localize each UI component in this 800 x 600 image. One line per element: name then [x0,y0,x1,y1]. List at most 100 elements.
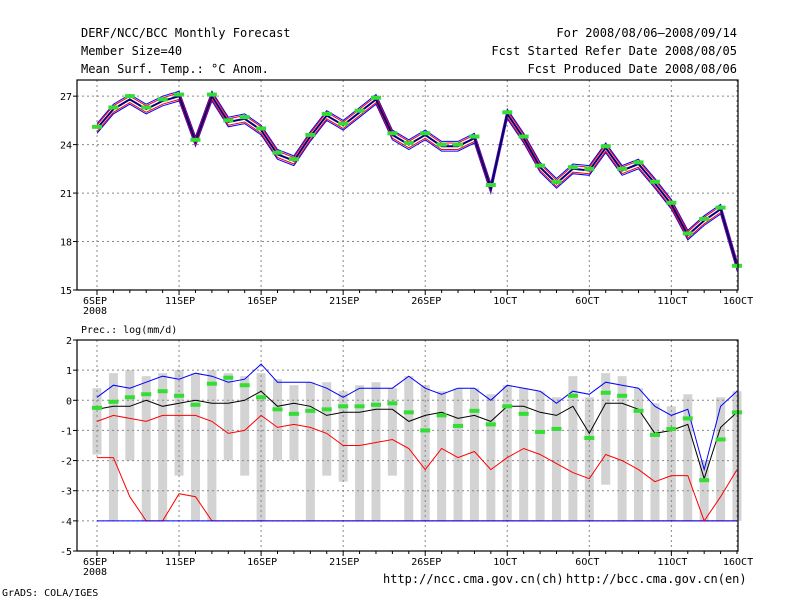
observed-marker [174,92,185,97]
observed-marker [551,179,562,184]
spread-bar [125,370,135,461]
y-tick-label: -4 [60,517,72,528]
observed-marker [453,423,464,428]
observed-marker [699,478,710,483]
observed-marker [600,144,611,149]
series-lower [96,414,738,522]
x-tick-label: 11SEP [165,557,195,568]
observed-marker [223,375,234,380]
observed-marker [469,408,480,413]
observed-marker [141,105,152,110]
observed-marker [666,200,677,205]
x-tick-label: 11OCT [657,296,687,307]
observed-marker [403,141,414,145]
observed-marker [617,166,628,171]
spread-bar [568,376,578,521]
observed-marker [420,428,431,433]
series-lower [96,98,738,270]
observed-marker [272,150,283,155]
observed-marker [502,110,513,115]
spread-bar [634,388,644,521]
observed-marker [567,393,578,398]
observed-marker [535,429,546,434]
x-tick-label: 11OCT [657,557,687,568]
observed-marker [567,165,578,170]
x-tick-label: 6SEP [83,296,107,307]
panel-precipitation: Prec.: log(mm/d)-5-4-3-2-10126SEP200811S… [60,325,753,578]
observed-marker [256,395,267,400]
observed-marker [633,160,644,165]
series-outer-upper [96,90,738,262]
y-tick-label: 2 [66,336,72,347]
y-tick-label: -1 [60,426,72,437]
observed-marker [732,263,742,268]
y-tick-label: -3 [60,487,72,498]
spread-bar [584,397,594,521]
observed-marker [305,408,316,413]
x-tick-label: 16OCT [723,296,753,307]
series-upper [96,91,738,263]
forecast-started: Fcst Started Refer Date 2008/08/05 [491,44,737,58]
observed-marker [92,405,102,410]
y-tick-label: 0 [66,396,72,407]
observed-marker [92,124,102,129]
spread-bar [108,373,118,521]
series-mean [96,390,738,481]
url-english-link[interactable]: http://bcc.cma.gov.cn(en) [566,572,747,586]
observed-marker [256,126,267,131]
spread-bar [158,373,168,521]
observed-marker [272,407,283,412]
observed-marker [518,411,529,416]
observed-marker [338,404,349,409]
observed-marker [354,404,365,409]
spread-bar [502,385,512,521]
spread-bar [141,376,151,521]
observed-marker [141,392,152,397]
observed-marker [518,134,529,139]
forecast-produced: Fcst Produced Date 2008/08/06 [527,62,737,76]
x-tick-label: 21SEP [329,557,359,568]
plot-frame [76,79,739,291]
y-tick-label: 15 [60,286,72,297]
observed-marker [682,231,693,236]
x-tick-label: 16SEP [247,557,277,568]
observed-marker [239,115,250,120]
observed-marker [174,393,185,398]
observed-marker [485,422,496,427]
observed-marker [436,142,447,147]
observed-marker [206,381,217,386]
spread-bar [601,373,611,485]
observed-marker [584,166,595,171]
observed-marker [649,432,660,437]
x-tick-label: 16OCT [723,557,753,568]
spread-bar [437,391,447,521]
observed-marker [551,426,562,431]
x-tick-label: 1OCT [493,557,517,568]
spread-bar [617,376,627,521]
observed-marker [321,111,332,116]
x-tick-label: 26SEP [411,557,441,568]
url-chinese-link[interactable]: http://ncc.cma.gov.cn(ch) [383,572,564,586]
spread-bar [207,370,217,521]
spread-bar [355,385,365,521]
spread-bar [256,373,266,521]
observed-marker [699,216,710,221]
y-tick-label: 21 [60,189,72,200]
x-tick-label: 26SEP [411,296,441,307]
observed-marker [157,389,168,394]
observed-marker [157,97,168,102]
observed-marker [502,404,513,409]
spread-bar [420,385,430,521]
y-tick-label: -5 [60,547,72,558]
observed-marker [354,108,365,113]
series-mean [96,93,738,267]
observed-marker [732,410,742,415]
spread-bar [519,388,529,521]
x-tick-label: 6OCT [575,296,599,307]
observed-marker [370,95,381,100]
y-tick-label: 18 [60,238,72,249]
forecast-period: For 2008/08/06—2008/09/14 [556,26,737,40]
observed-marker [715,205,726,210]
